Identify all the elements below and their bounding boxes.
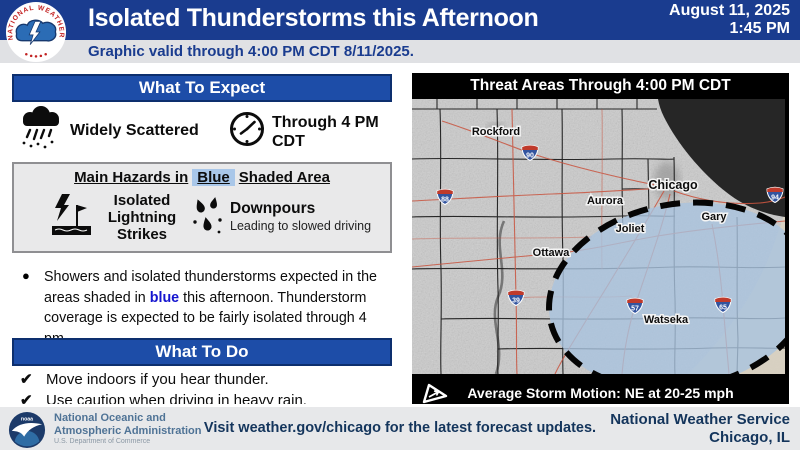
interstate-shield-icon: 90 [521,144,539,162]
noaa-logo: noaa [8,411,46,450]
city-label-aurora: Aurora [587,195,624,207]
lake-michigan [658,99,785,217]
city-label-watseka: Watseka [644,314,689,326]
hazards-box: Main Hazards in Blue Shaded Area Isolated … [12,162,392,253]
nws-logo: NATIONAL WEATHER SERVICE [2,0,67,63]
svg-text:90: 90 [526,153,534,160]
noaa-org-line2: Atmospheric Administration [54,424,202,437]
svg-text:57: 57 [631,306,639,313]
interstate-shield-icon: 94 [766,186,784,204]
interstate-shield-icon: 39 [507,289,525,307]
date-time: August 11, 2025 1:45 PM [669,2,790,38]
valid-text: Graphic valid through 4:00 PM CDT 8/11/2… [88,43,414,60]
interstate-shield-icon: 65 [714,296,732,314]
lightning-icon [28,20,42,45]
city-label-ottawa: Ottawa [533,247,571,259]
coverage-label: Widely Scattered [70,122,199,139]
hazards-title-pre: Main Hazards in [74,169,189,186]
clock-icon [228,110,266,153]
hazard-downpours-sub: Leading to slowed driving [230,219,372,233]
hazards-title-post: Shaded Area [238,169,330,186]
noaa-dept: U.S. Department of Commerce [54,438,151,445]
footer-office: National Weather Service Chicago, IL [610,411,790,447]
svg-text:88: 88 [441,197,449,204]
city-label-rockford: Rockford [472,126,520,138]
storm-cloud-icon [16,106,66,157]
lightning-strike-icon [50,192,94,247]
timing-label: Through 4 PM CDT [272,114,379,150]
map-title: Threat Areas Through 4:00 PM CDT [412,73,789,99]
interstate-shield-icon: 57 [626,297,644,315]
storm-motion-arrow-icon [420,381,450,410]
what-to-expect-header: What To Expect [12,74,392,102]
office-name: National Weather Service [610,411,790,428]
noaa-org-name: National Oceanic and Atmospheric Adminis… [54,412,202,437]
svg-text:noaa: noaa [21,417,33,423]
header-bar [0,0,800,40]
summary-highlight: blue [149,289,180,306]
noaa-org-line1: National Oceanic and [54,412,166,424]
svg-text:65: 65 [719,305,727,312]
threat-map-panel: Threat Areas Through 4:00 PM CDT [411,73,800,407]
hazard-lightning-label: Isolated Lightning Strikes [107,192,177,243]
seagull-icon [11,423,43,437]
date-text: August 11, 2025 [669,2,790,19]
footer-cta: Visit weather.gov/chicago for the latest… [203,420,597,436]
interstate-shield-icon: 88 [436,188,454,206]
hazards-title-highlight: Blue [192,169,235,186]
hazard-downpours-label: Downpours [230,200,316,217]
page-title: Isolated Thunderstorms this Afternoon [88,4,539,32]
map-svg: 90 88 39 94 57 65 Rockford Chicago Aurora Joliet G… [411,99,800,393]
svg-text:94: 94 [771,195,779,202]
svg-text:39: 39 [512,298,520,305]
downpours-icon [192,196,226,243]
footer: noaa National Oceanic and Atmospheric Ad… [0,404,800,450]
city-label-joliet: Joliet [616,223,645,235]
check-icon: ✔ [20,371,33,388]
city-label-chicago: Chicago [648,178,698,192]
summary-pre: Showers and isolated thunderstorms expec… [44,269,377,306]
office-location: Chicago, IL [709,429,790,446]
valid-strip [0,40,800,63]
time-text: 1:45 PM [729,20,790,37]
bullet-dot [22,268,30,283]
map-canvas: 90 88 39 94 57 65 Rockford Chicago Aurora Joliet G… [411,99,800,393]
todo-item: ✔ Move indoors if you hear thunder. [20,370,269,388]
storm-motion-text: Average Storm Motion: NE at 20-25 mph [467,385,734,401]
what-to-do-header: What To Do [12,338,392,366]
threat-area [549,202,800,390]
hazards-title: Main Hazards in Blue Shaded Area [14,169,390,186]
summary-text: Showers and isolated thunderstorms expec… [44,267,388,350]
map-footer: Average Storm Motion: NE at 20-25 mph [412,379,789,407]
city-label-gary: Gary [701,211,727,223]
todo-item-text: Move indoors if you hear thunder. [46,371,269,388]
